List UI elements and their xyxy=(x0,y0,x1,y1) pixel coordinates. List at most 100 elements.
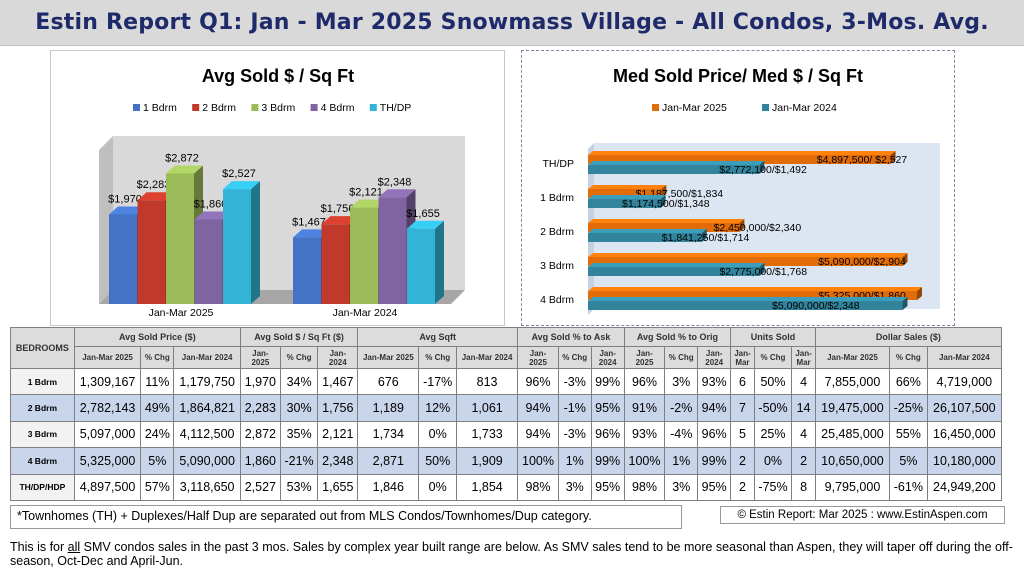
sub-header-text: Mar xyxy=(735,357,750,367)
data-label: $1,655 xyxy=(406,208,440,220)
table-cell: 1,467 xyxy=(317,367,359,396)
table-cell: 2,283 xyxy=(239,394,281,422)
table-cell: 1,309,167 xyxy=(73,367,142,396)
bar-top xyxy=(588,287,923,291)
bar xyxy=(588,189,662,198)
bar xyxy=(109,214,137,304)
bar xyxy=(321,224,350,304)
bar-side xyxy=(902,297,908,310)
table-cell: 25% xyxy=(753,420,793,449)
data-label: $2,872 xyxy=(165,152,199,164)
table-cell: 66% xyxy=(889,367,928,396)
table-cell: 6 xyxy=(730,367,755,396)
category-label: Jan-Mar 2025 xyxy=(149,307,214,319)
group-header: Dollar Sales ($) xyxy=(814,327,1003,347)
table-row: TH/DP/HDP 4,897,500 57% 3,118,650 2,527 53% 1,… xyxy=(10,473,1003,502)
table-cell: 3,118,650 xyxy=(173,473,241,502)
sub-header-text: Jan-Mar 2025 xyxy=(827,353,878,362)
bar-side xyxy=(660,195,666,208)
sub-header: % Chg xyxy=(664,346,699,369)
sub-header-text: Jan-Mar 2024 xyxy=(461,353,513,362)
table-cell: 5% xyxy=(140,447,175,475)
table-cell: 2,121 xyxy=(317,420,359,449)
group-header: Avg Sold % to Orig xyxy=(623,327,732,347)
bar-top xyxy=(350,199,387,208)
description-post: SMV condos sales in the past 3 mos. Sale… xyxy=(10,540,1013,568)
table-cell: 4,112,500 xyxy=(173,420,241,449)
table-cell: 0% xyxy=(753,447,793,475)
table-cell: 1,734 xyxy=(357,420,420,449)
row-label: 2 Bdrm xyxy=(10,394,75,422)
sub-header-text: Jan- xyxy=(599,348,616,358)
table-cell: 16,450,000 xyxy=(926,420,1003,449)
bar-top xyxy=(223,181,260,190)
sub-header: Jan- Mar xyxy=(730,346,755,369)
bar-top xyxy=(407,220,444,229)
data-label: $1,841,250/$1,714 xyxy=(662,232,750,244)
data-label: $1,756 xyxy=(321,203,355,215)
table-cell: 96% xyxy=(623,367,666,396)
sub-header: % Chg xyxy=(889,346,928,369)
sub-header-text: 2025 xyxy=(251,357,270,367)
table-cell: 96% xyxy=(697,420,732,449)
chart-title: Med Sold Price/ Med $ / Sq Ft xyxy=(613,66,863,86)
bar-top xyxy=(194,211,232,220)
sub-header-text: Jan- xyxy=(734,348,751,358)
table-cell: 4,897,500 xyxy=(73,473,142,502)
legend-swatch xyxy=(251,104,259,111)
legend-swatch xyxy=(652,104,659,111)
bar-side xyxy=(890,151,896,164)
table-cell: 1,655 xyxy=(317,473,359,502)
sub-header-text: % Chg xyxy=(668,353,694,362)
table-cell: 55% xyxy=(889,420,928,449)
table-cell: 53% xyxy=(279,473,319,502)
sub-header: Jan-Mar 2024 xyxy=(173,346,241,369)
sub-header-text: 2024 xyxy=(705,357,724,367)
sub-header: Jan- Mar xyxy=(791,346,816,369)
sub-header-text: % Chg xyxy=(144,353,170,362)
data-label: $1,467 xyxy=(292,216,326,228)
bar-top xyxy=(588,297,908,301)
bar-top xyxy=(109,206,146,215)
table-cell: 34% xyxy=(279,367,319,396)
table-cell: 1,864,821 xyxy=(173,394,241,422)
sub-header-text: Jan- xyxy=(705,348,723,358)
bar xyxy=(293,237,321,304)
table-cell: 96% xyxy=(590,420,625,449)
stats-table: BEDROOMS Avg Sold Price ($) Avg Sold $ /… xyxy=(10,327,1003,502)
bar xyxy=(588,301,903,310)
table-cell: 50% xyxy=(753,367,793,396)
table-cell: 30% xyxy=(279,394,319,422)
legend-label: 4 Bdrm xyxy=(321,102,355,114)
bedrooms-header: BEDROOMS xyxy=(10,327,75,369)
group-header: Avg Sold $ / Sq Ft ($) xyxy=(239,327,359,347)
data-label: $2,348 xyxy=(378,176,412,188)
bar-top xyxy=(588,185,667,189)
legend-label: 3 Bdrm xyxy=(261,102,295,114)
med-sold-price-chart[interactable]: Med Sold Price/ Med $ / Sq Ft Jan-Mar 202… xyxy=(521,50,955,326)
table-cell: -25% xyxy=(889,394,928,422)
table-cell: 19,475,000 xyxy=(814,394,891,422)
table-cell: 2 xyxy=(730,447,755,475)
category-label: Jan-Mar 2024 xyxy=(333,307,398,319)
table-cell: 3% xyxy=(664,473,699,502)
sub-header: Jan-Mar 2025 xyxy=(73,346,142,369)
sub-header-text: 2024 xyxy=(328,357,347,367)
sub-header-text: % Chg xyxy=(760,353,786,362)
table-cell: 0% xyxy=(418,420,457,449)
table-cell: 2,872 xyxy=(239,420,281,449)
table-cell: 3% xyxy=(557,473,592,502)
table-cell: 1,854 xyxy=(455,473,519,502)
table-row: 3 Bdrm 5,097,000 24% 4,112,500 2,872 35% 2,121… xyxy=(10,420,1003,449)
category-label: 3 Bdrm xyxy=(540,260,574,272)
avg-sold-per-sqft-chart[interactable]: Avg Sold $ / Sq Ft 1 Bdrm 2 Bdrm 3 Bdrm 4 Bd… xyxy=(50,50,505,326)
table-cell: 5% xyxy=(889,447,928,475)
bar xyxy=(588,291,918,300)
table-cell: 98% xyxy=(517,473,559,502)
table-cell: 1,733 xyxy=(455,420,519,449)
sub-header: % Chg xyxy=(279,346,319,369)
data-label: $1,970 xyxy=(108,193,142,205)
table-cell: 95% xyxy=(590,394,625,422)
bar xyxy=(588,165,760,174)
sub-header: Jan-Mar 2024 xyxy=(455,346,519,369)
